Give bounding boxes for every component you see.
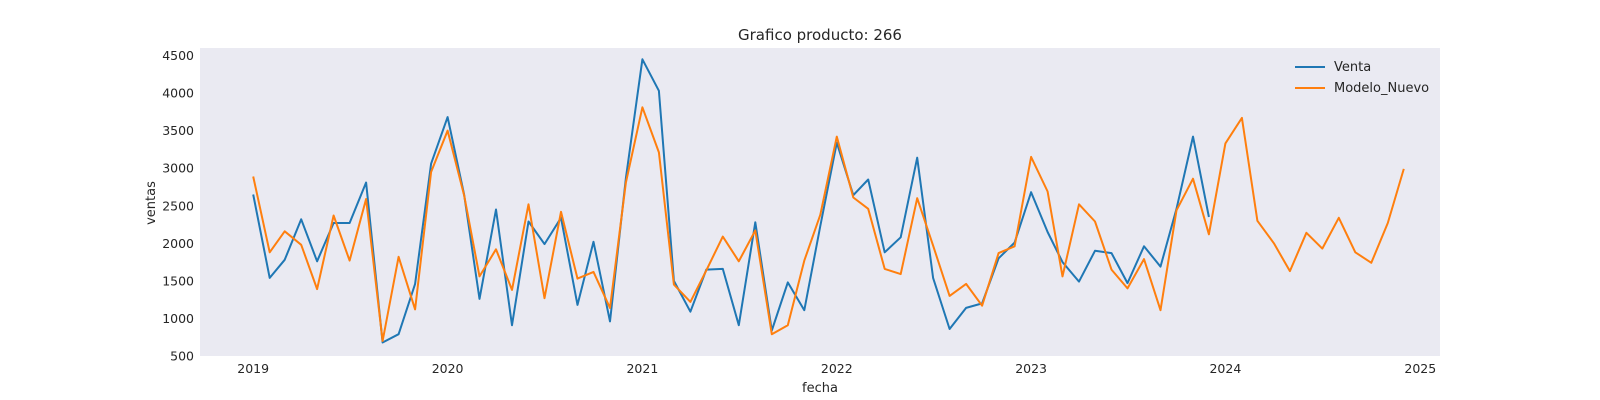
plot-background bbox=[200, 48, 1440, 356]
y-tick-label: 1500 bbox=[162, 273, 194, 288]
y-axis: 500 1000 1500 2000 2500 3000 3500 4000 4500 bbox=[162, 48, 194, 364]
series-line-venta bbox=[252, 58, 1210, 344]
legend-label-modelo-nuevo: Modelo_Nuevo bbox=[1334, 81, 1429, 96]
x-axis: 2019 2020 2021 2022 2023 2024 2025 bbox=[237, 361, 1436, 376]
y-tick-label: 3000 bbox=[162, 161, 194, 176]
x-tick-label: 2025 bbox=[1404, 361, 1436, 376]
x-tick-label: 2020 bbox=[432, 361, 464, 376]
y-tick-label: 4000 bbox=[162, 86, 194, 101]
legend-label-venta: Venta bbox=[1334, 60, 1371, 75]
y-tick-label: 1000 bbox=[162, 311, 194, 326]
series-layer bbox=[252, 58, 1405, 344]
y-tick-label: 2500 bbox=[162, 198, 194, 213]
y-tick-label: 500 bbox=[170, 349, 194, 364]
x-tick-label: 2021 bbox=[626, 361, 658, 376]
x-tick-label: 2023 bbox=[1015, 361, 1047, 376]
x-tick-label: 2024 bbox=[1209, 361, 1241, 376]
x-tick-label: 2022 bbox=[821, 361, 853, 376]
y-tick-label: 4500 bbox=[162, 48, 194, 63]
series-line-modelo-nuevo bbox=[252, 106, 1405, 342]
legend: Venta Modelo_Nuevo bbox=[1295, 60, 1429, 96]
x-tick-label: 2019 bbox=[237, 361, 269, 376]
chart-title: Grafico producto: 266 bbox=[738, 26, 902, 44]
y-tick-label: 2000 bbox=[162, 236, 194, 251]
x-axis-label: fecha bbox=[802, 381, 838, 396]
y-axis-label: ventas bbox=[144, 181, 159, 225]
y-tick-label: 3500 bbox=[162, 123, 194, 138]
